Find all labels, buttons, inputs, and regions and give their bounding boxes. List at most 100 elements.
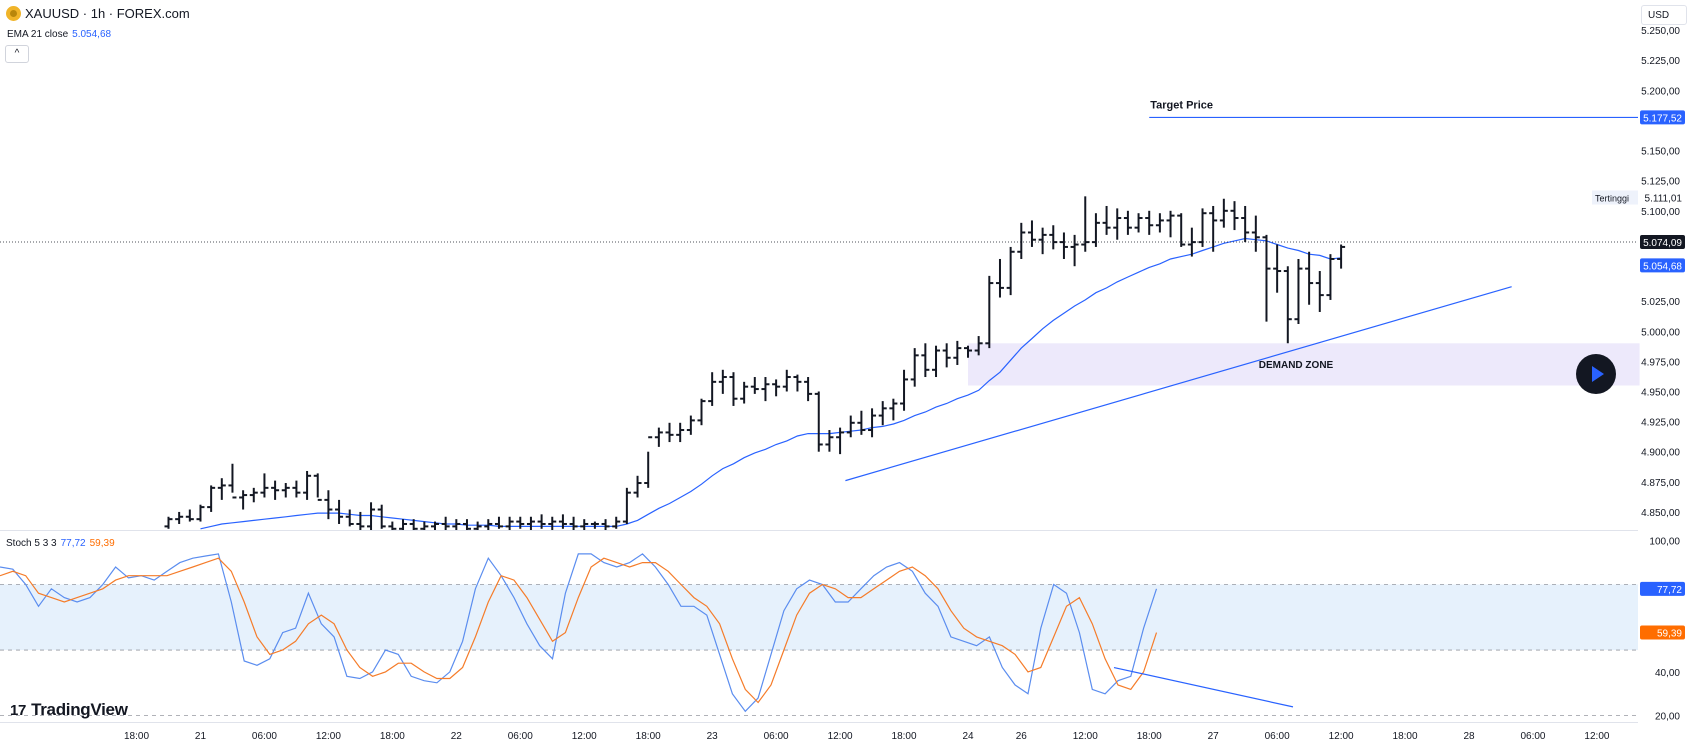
stoch-k-value: 77,72 [60,538,86,549]
ohlc-bar [708,372,717,406]
ohlc-bar [985,275,994,349]
annotations [0,530,1638,723]
high-marker-value: 5.111,01 [1645,194,1683,205]
ohlc-bar [324,490,333,520]
ohlc-bar [1294,258,1303,325]
price-tick-label: 4.850,00 [1641,508,1680,519]
ohlc-bar [271,480,280,500]
trendline [845,286,1512,482]
last-price-tag-text: 5.074,09 [1643,238,1682,249]
ema-legend[interactable]: EMA 21 close 5.054,68 [7,29,111,40]
ohlc-bar [1177,213,1186,247]
tradingview-icon: 17 [10,701,27,719]
ohlc-bar [921,343,930,378]
ohlc-bar [782,369,791,392]
ohlc-bar [761,377,770,402]
ohlc-bar [377,504,386,529]
ohlc-bar [974,336,983,356]
time-tick-label: 21 [195,731,207,742]
ohlc-bar [772,379,781,397]
ohlc-bar [431,521,439,530]
ohlc-bar [388,521,397,530]
stoch-background [0,584,1638,717]
time-tick-label: 18:00 [1137,731,1162,742]
ohlc-bar [718,369,727,394]
ohlc-bars [164,196,1346,530]
ohlc-bar [1027,220,1036,247]
stoch-tick-label: 40,00 [1655,668,1680,679]
play-replay-button[interactable] [1576,354,1616,394]
stoch-d-value: 59,39 [89,538,115,549]
ohlc-bar [335,499,344,524]
price-tick-label: 5.025,00 [1641,297,1680,308]
collapse-legend-button[interactable]: ^ [5,45,29,63]
ohlc-bar [1209,205,1218,252]
ohlc-bar [207,485,216,512]
price-axis[interactable]: 5.250,00 5.225,00 5.200,00 5.150,00 5.125,00… [1592,26,1685,723]
ohlc-bar [217,478,226,500]
ohlc-bar [228,463,237,499]
target-price-tag-box [1640,110,1685,125]
ohlc-bar [345,509,354,527]
ohlc-bar [1166,210,1175,238]
high-marker-box [1592,190,1638,205]
ohlc-bar [175,511,184,524]
time-tick-label: 12:00 [1584,731,1609,742]
last-price-tag: 5.074,09 [1640,235,1685,250]
ohlc-bar [260,473,269,498]
ohlc-bar [729,372,738,406]
ohlc-bar [889,398,898,421]
ohlc-bar [1337,244,1346,269]
ohlc-bar [1134,213,1143,233]
demand-zone-layer: DEMAND ZONE [968,343,1640,386]
ohlc-bar [814,391,823,452]
ohlc-bar [185,509,194,522]
ohlc-bar [164,516,173,529]
stoch-d-tag: 59,39 [1640,625,1685,640]
time-axis[interactable]: 18:00 21 06:00 12:00 18:00 22 06:00 12:00 18:00 2… [124,731,1610,742]
ohlc-bar [1198,208,1207,247]
ohlc-bar [868,408,877,438]
time-tick-label: 23 [707,731,719,742]
ohlc-bar [910,348,919,387]
ohlc-bar [516,516,525,529]
currency-selector[interactable]: USD [1641,5,1687,25]
stoch-label: Stoch 5 3 3 [6,538,57,549]
ohlc-bar [303,470,312,500]
time-tick-label: 24 [962,731,974,742]
stoch-legend[interactable]: Stoch 5 3 3 77,72 59,39 [6,538,115,549]
ohlc-bar [601,519,610,530]
ohlc-bar [399,519,408,530]
ohlc-bar [1251,215,1260,252]
ohlc-bar [793,374,802,392]
time-tick-label: 06:00 [1265,731,1290,742]
ohlc-bar [1017,222,1026,259]
ohlc-bar [281,483,290,498]
time-tick-label: 12:00 [1073,731,1098,742]
ohlc-bar [409,519,418,530]
ohlc-bar [590,521,599,529]
ohlc-bar [1059,232,1068,259]
time-tick-label: 06:00 [252,731,277,742]
ohlc-bar [1283,266,1292,344]
ohlc-bar [654,427,663,447]
ohlc-bar [964,345,972,358]
time-tick-label: 26 [1016,731,1028,742]
gold-coin-icon [6,6,21,21]
time-tick-label: 12:00 [316,731,341,742]
ohlc-bar [1219,198,1228,228]
tradingview-logo[interactable]: 17 TradingView [10,700,128,720]
ohlc-bar [995,258,1004,298]
ohlc-bar [1326,254,1335,300]
symbol-header[interactable]: XAUUSD · 1h · FOREX.com [6,6,190,21]
ohlc-bar [494,516,503,529]
ohlc-bar [1230,201,1239,231]
ohlc-bar [1315,271,1324,312]
ohlc-bar [558,514,567,529]
ohlc-bar [644,436,653,488]
price-tick-label: 4.950,00 [1641,387,1680,398]
symbol-title: XAUUSD · 1h · FOREX.com [25,6,190,21]
tradingview-wordmark: TradingView [31,700,128,719]
ohlc-bar [1070,234,1079,267]
